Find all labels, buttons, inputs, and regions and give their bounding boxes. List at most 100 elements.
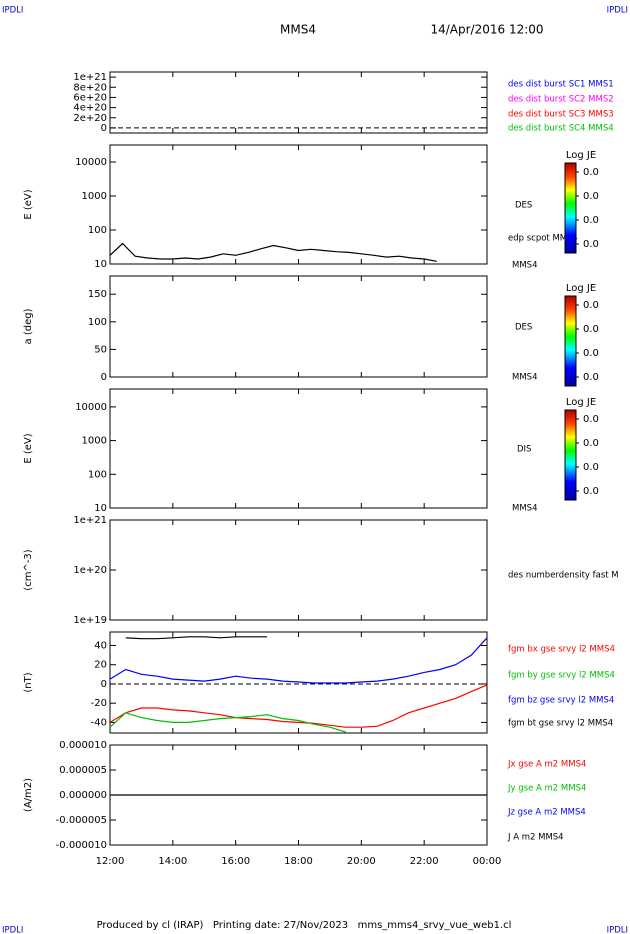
y-tick-label: 40 [94,640,107,651]
panel-label: edp scpot MMS4 [508,234,578,244]
panel-label: Jy gse A m2 MMS4 [507,784,586,794]
y-tick-label: 10 [94,259,107,270]
panel-label: Jz gse A m2 MMS4 [507,808,586,818]
y-tick-label: 10000 [75,402,107,413]
data-line [109,712,346,733]
colorbar [564,295,577,387]
colorbar-label: 0.0 [583,414,599,425]
y-tick-label: 8e+20 [73,82,107,93]
corner-tag: IPDLI [607,926,628,934]
panel-label: fgm bx gse srvy l2 MMS4 [508,645,615,655]
y-tick-label: 6e+20 [73,92,107,103]
plot-frame [109,519,488,621]
y-tick-label: -20 [91,698,107,709]
y-tick-label: -0.000010 [56,840,107,851]
y-axis-label: a (deg) [23,308,34,344]
panel-label: fgm bt gse srvy l2 MMS4 [508,719,613,729]
y-axis-label: (nT) [23,672,34,692]
mission: MMS4 [280,23,316,37]
panel-label: des dist burst SC1 MMS1 [508,80,614,90]
colorbar [564,162,577,254]
panel-label: des dist burst SC2 MMS2 [508,95,614,105]
colorbar-label: 0.0 [583,191,599,202]
y-tick-label: 20 [94,660,107,671]
panel-label: fgm by gse srvy l2 MMS4 [508,671,615,681]
colorbar-title: Log JE [566,150,596,161]
y-tick-label: 4e+20 [73,103,107,114]
y-axis-label: E (eV) [23,433,34,463]
y-tick-label: 0.000000 [59,790,107,801]
colorbar-label: 0.0 [583,462,599,473]
y-tick-label: 0.000005 [59,765,107,776]
y-tick-label: 1000 [82,191,107,202]
plot-frame [109,388,488,509]
y-tick-label: 100 [88,317,107,328]
panel-label: des dist burst SC4 MMS4 [508,124,614,134]
y-tick-label: 1e+19 [73,615,107,626]
y-tick-label: 50 [94,344,107,355]
y-tick-label: 1000 [82,436,107,447]
y-tick-label: 1e+21 [73,515,107,526]
panel-label: MMS4 [512,504,537,514]
y-tick-label: 150 [88,289,107,300]
y-axis-label: (A/m2) [23,778,34,812]
data-line [109,242,437,262]
corner-tag: IPDLI [2,926,23,934]
colorbar-title: Log JE [566,283,596,294]
colorbar-label: 0.0 [583,486,599,497]
colorbar-label: 0.0 [583,372,599,383]
y-tick-label: 2e+20 [73,113,107,124]
panel-label: MMS4 [512,373,537,383]
panel-label: DES [515,201,532,211]
y-tick-label: 0 [101,679,107,690]
y-tick-label: 1e+20 [73,565,107,576]
panel-label: fgm bz gse srvy l2 MMS4 [508,696,614,706]
x-tick-label: 12:00 [96,856,125,867]
data-line [109,684,488,728]
colorbar-label: 0.0 [583,167,599,178]
y-tick-label: 0 [101,372,107,383]
panel-label: des dist burst SC3 MMS3 [508,110,614,120]
y-tick-label: 100 [88,225,107,236]
plot-frame [109,144,488,265]
panel-label: Jx gse A m2 MMS4 [507,760,586,770]
data-line [109,637,488,684]
y-tick-label: 0.000010 [59,740,107,751]
colorbar-label: 0.0 [583,438,599,449]
y-axis-label: E (eV) [23,189,34,219]
colorbar [564,409,577,501]
y-tick-label: 100 [88,469,107,480]
colorbar-label: 0.0 [583,300,599,311]
y-tick-label: -40 [91,717,107,728]
corner-tag: IPDLI [607,6,628,16]
panel-label: DIS [517,445,531,455]
colorbar-label: 0.0 [583,215,599,226]
panel-label: MMS4 [512,261,537,271]
y-tick-label: 10000 [75,157,107,168]
panel-label: J A m2 MMS4 [507,833,564,843]
x-tick-label: 00:00 [473,856,502,867]
colorbar-label: 0.0 [583,348,599,359]
y-tick-label: -0.000005 [56,815,107,826]
date: 14/Apr/2016 12:00 [430,23,543,37]
x-tick-label: 18:00 [284,856,313,867]
y-tick-label: 0 [101,123,107,134]
x-tick-label: 16:00 [221,856,250,867]
colorbar-label: 0.0 [583,324,599,335]
y-tick-label: 10 [94,503,107,514]
colorbar-label: 0.0 [583,239,599,250]
footer: Produced by cl (IRAP) Printing date: 27/… [97,920,512,931]
data-line [125,636,268,640]
y-tick-label: 1e+21 [73,72,107,83]
x-tick-label: 20:00 [347,856,376,867]
panel-label: des numberdensity fast M [508,571,619,581]
x-tick-label: 14:00 [158,856,187,867]
panel-label: DES [515,323,532,333]
corner-tag: IPDLI [2,6,23,16]
x-tick-label: 22:00 [410,856,439,867]
plot-frame [109,71,488,134]
y-axis-label: (cm^-3) [23,549,34,590]
colorbar-title: Log JE [566,397,596,408]
